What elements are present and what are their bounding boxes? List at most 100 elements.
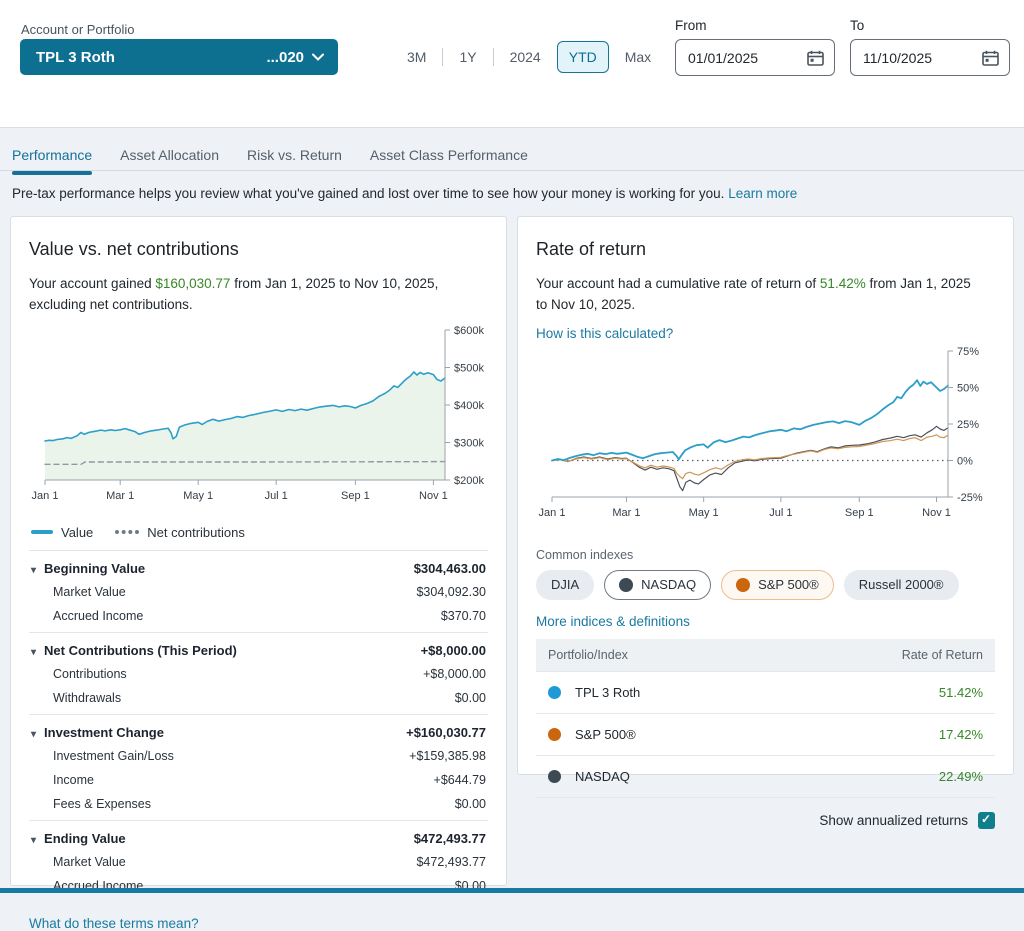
svg-text:25%: 25% [957, 419, 979, 431]
row-value: 51.42% [776, 671, 995, 714]
row-value: 22.49% [776, 755, 995, 798]
chip-djia[interactable]: DJIA [536, 569, 595, 600]
return-summary: Your account had a cumulative rate of re… [536, 274, 976, 316]
svg-text:Jul 1: Jul 1 [769, 507, 792, 519]
annualized-returns-row: Show annualized returns [536, 811, 995, 829]
how-calculated-link[interactable]: How is this calculated? [536, 325, 674, 341]
to-date-input[interactable] [863, 49, 963, 66]
account-selector-button[interactable]: TPL 3 Roth ...020 [20, 39, 338, 75]
intro-body: Pre-tax performance helps you review wha… [12, 186, 725, 201]
svg-text:$300k: $300k [454, 437, 484, 449]
row-label: Contributions [53, 666, 127, 681]
group-row-investment-change[interactable]: Investment Change +$160,030.77 [29, 721, 488, 744]
group-row-beginning-value[interactable]: Beginning Value $304,463.00 [29, 557, 488, 580]
table-row: Market Value $304,092.30 [29, 580, 488, 604]
calendar-icon[interactable] [982, 50, 999, 66]
tab-asset-class-performance[interactable]: Asset Class Performance [370, 143, 528, 173]
collapse-triangle-icon [31, 831, 36, 846]
rate-of-return-header: Rate of Return [776, 638, 995, 672]
value-chart: $600k $500k $400k $300k $200k Jan 1 Mar 1 May 1… [32, 325, 485, 502]
from-date-group: From [675, 18, 835, 76]
chip-label: S&P 500® [758, 577, 819, 593]
svg-text:Sep 1: Sep 1 [845, 507, 874, 519]
to-label: To [850, 18, 865, 33]
from-date-input[interactable] [688, 49, 788, 66]
nasdaq-dot-icon [619, 577, 634, 592]
table-row: Investment Gain/Loss +$159,385.98 [29, 744, 488, 768]
series-dot-icon [548, 727, 561, 741]
group-value: $304,463.00 [413, 560, 486, 576]
chevron-down-icon [312, 53, 324, 61]
range-2024-button[interactable]: 2024 [508, 45, 543, 69]
value-chart-legend: Value Net contributions [31, 525, 488, 540]
terms-definition-link[interactable]: What do these terms mean? [29, 915, 199, 931]
row-value: $0.00 [454, 796, 486, 811]
return-rate-value: 51.42% [819, 276, 866, 291]
range-separator [492, 48, 494, 66]
tab-divider [0, 170, 1024, 171]
chip-nasdaq[interactable]: NASDAQ [604, 569, 712, 600]
tab-performance[interactable]: Performance [12, 143, 93, 175]
net-contributions-swatch [115, 530, 140, 535]
tab-asset-allocation[interactable]: Asset Allocation [120, 143, 219, 173]
annualized-returns-label: Show annualized returns [819, 812, 968, 828]
legend-value-label: Value [61, 524, 94, 540]
row-label: S&P 500® [575, 726, 636, 742]
group-label: Net Contributions (This Period) [44, 642, 237, 658]
value-panel-title: Value vs. net contributions [29, 239, 239, 259]
value-summary-suffix: from Jan 1, 2025 to Nov 10, 2025, exclud… [29, 276, 439, 312]
series-dot-icon [548, 685, 561, 699]
range-ytd-button-selected[interactable]: YTD [556, 41, 609, 73]
row-value: 17.42% [776, 713, 995, 756]
row-value: $0.00 [454, 690, 486, 705]
table-row: TPL 3 Roth 51.42% [536, 671, 995, 714]
row-value: +$644.79 [433, 772, 486, 787]
range-3m-button[interactable]: 3M [405, 45, 428, 69]
group-row-ending-value[interactable]: Ending Value $472,493.77 [29, 827, 488, 850]
row-label: NASDAQ [575, 768, 630, 784]
row-value: $370.70 [440, 608, 486, 623]
value-summary-prefix: Your account gained [29, 276, 156, 291]
from-date-field[interactable] [675, 39, 835, 76]
row-label: Fees & Expenses [53, 796, 151, 811]
to-date-field[interactable] [850, 39, 1010, 76]
svg-text:75%: 75% [957, 346, 979, 358]
time-range-group: 3M 1Y 2024 YTD Max [405, 40, 653, 74]
from-label: From [675, 18, 707, 33]
svg-text:May 1: May 1 [689, 507, 719, 519]
svg-text:Mar 1: Mar 1 [612, 507, 640, 519]
portfolio-index-header: Portfolio/Index [536, 638, 777, 672]
range-separator [442, 48, 444, 66]
svg-text:0%: 0% [957, 455, 973, 467]
svg-text:Jan 1: Jan 1 [539, 507, 566, 519]
learn-more-link[interactable]: Learn more [728, 186, 798, 201]
svg-text:Nov 1: Nov 1 [419, 490, 448, 502]
annualized-returns-checkbox[interactable] [978, 811, 995, 829]
calendar-icon[interactable] [807, 50, 824, 66]
group-value: $472,493.77 [413, 830, 486, 846]
group-value: +$160,030.77 [406, 724, 486, 740]
gain-amount: $160,030.77 [155, 276, 231, 291]
chip-label: NASDAQ [641, 577, 697, 593]
group-beginning-value: Beginning Value $304,463.00 Market Value… [29, 549, 488, 632]
table-row: Fees & Expenses $0.00 [29, 792, 488, 816]
tab-risk-vs-return[interactable]: Risk vs. Return [247, 143, 342, 173]
chip-sp500[interactable]: S&P 500® [721, 569, 834, 600]
group-row-net-contributions[interactable]: Net Contributions (This Period) +$8,000.… [29, 639, 488, 662]
range-1y-button[interactable]: 1Y [457, 45, 478, 69]
row-value: $304,092.30 [416, 584, 486, 599]
chip-russell2000[interactable]: Russell 2000® [843, 569, 959, 600]
collapse-triangle-icon [31, 643, 36, 658]
row-label: Investment Gain/Loss [53, 748, 174, 763]
value-line-swatch [31, 530, 53, 535]
value-vs-net-contributions-panel: Value vs. net contributions Your account… [10, 216, 507, 931]
more-indices-link[interactable]: More indices & definitions [536, 613, 690, 629]
range-max-button[interactable]: Max [623, 45, 653, 69]
to-date-group: To [850, 18, 1010, 76]
account-number: ...020 [266, 48, 304, 66]
chip-label: Russell 2000® [858, 577, 944, 593]
row-label: Market Value [53, 854, 126, 869]
performance-page: Account or Portfolio TPL 3 Roth ...020 3… [0, 0, 1024, 893]
value-summary: Your account gained $160,030.77 from Jan… [29, 274, 469, 316]
rate-of-return-table: Portfolio/Index Rate of Return TPL 3 Rot… [536, 638, 995, 798]
